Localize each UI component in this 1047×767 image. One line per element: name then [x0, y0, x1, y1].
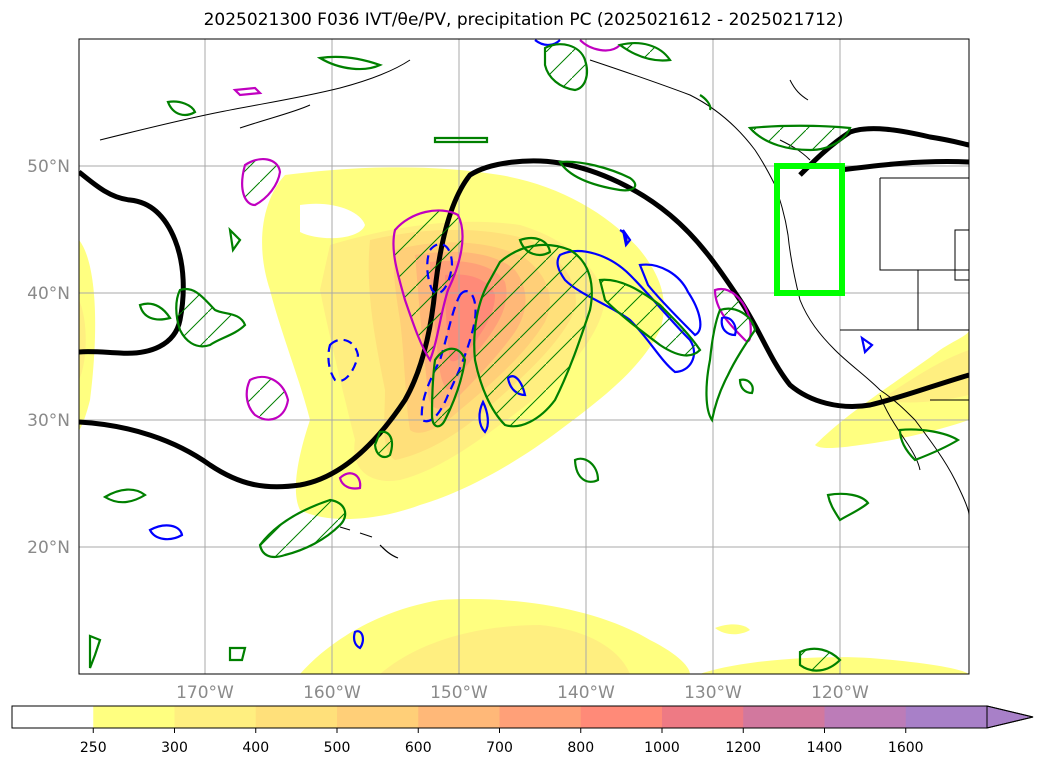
- colorbar-tick-label: 1000: [644, 740, 680, 756]
- colorbar-cells: [12, 706, 988, 728]
- colorbar: 250 300 400 500 600 700 800 1000 1200 1400 1600: [11, 705, 1034, 756]
- colorbar-cell: [743, 706, 825, 728]
- lon-label-130w: 130°W: [684, 683, 742, 703]
- colorbar-tick-label: 500: [324, 740, 351, 756]
- colorbar-tick-label: 1200: [725, 740, 761, 756]
- lon-label-150w: 150°W: [430, 683, 488, 703]
- lat-label-40n: 40°N: [27, 284, 70, 304]
- lon-label-160w: 160°W: [303, 683, 361, 703]
- colorbar-cell: [255, 706, 338, 728]
- lat-label-50n: 50°N: [27, 157, 70, 177]
- colorbar-tick-label: 600: [405, 740, 432, 756]
- colorbar-tick-label: 800: [567, 740, 594, 756]
- colorbar-tick-label: 250: [80, 740, 107, 756]
- colorbar-cell: [824, 706, 907, 728]
- colorbar-cell: [174, 706, 257, 728]
- colorbar-cell: [337, 706, 419, 728]
- pv-contour: [79, 126, 969, 490]
- lat-label-20n: 20°N: [27, 538, 70, 558]
- colorbar-extend-arrow: [986, 705, 1034, 729]
- title-prefix: 2025021300 F036 IVT/θe/PV, precipitation…: [203, 10, 844, 30]
- precip-pc-contours: [88, 42, 961, 672]
- theta-cold-contours: [232, 39, 752, 490]
- colorbar-cell: [93, 706, 175, 728]
- colorbar-tick-label: 1400: [807, 740, 843, 756]
- lat-label-30n: 30°N: [27, 411, 70, 431]
- colorbar-cell: [499, 706, 582, 728]
- lon-labels: 170°W 160°W 150°W 140°W 130°W 120°W: [176, 683, 869, 703]
- colorbar-cell: [12, 706, 94, 728]
- plot-frame: [78, 38, 970, 675]
- lon-label-140w: 140°W: [557, 683, 615, 703]
- highlight-box: [774, 163, 845, 296]
- colorbar-tick-label: 300: [161, 740, 188, 756]
- colorbar-frame: [11, 705, 1034, 729]
- colorbar-cell: [905, 706, 988, 728]
- colorbar-tick-label: 1600: [888, 740, 924, 756]
- lat-labels: 20°N 30°N 40°N 50°N: [27, 157, 70, 558]
- colorbar-tick-label: 400: [242, 740, 269, 756]
- colorbar-cell: [580, 706, 663, 728]
- plot-area: [79, 39, 969, 674]
- colorbar-tick-label: 700: [486, 740, 513, 756]
- lon-label-120w: 120°W: [811, 683, 869, 703]
- colorbar-ticks: 250 300 400 500 600 700 800 1000 1200 1400 1600: [80, 728, 924, 756]
- map-title: 2025021300 F036 IVT/θe/PV, precipitation…: [0, 10, 1047, 30]
- lon-label-170w: 170°W: [176, 683, 234, 703]
- colorbar-cell: [662, 706, 744, 728]
- coastlines: [99, 59, 969, 559]
- colorbar-cell: [418, 706, 500, 728]
